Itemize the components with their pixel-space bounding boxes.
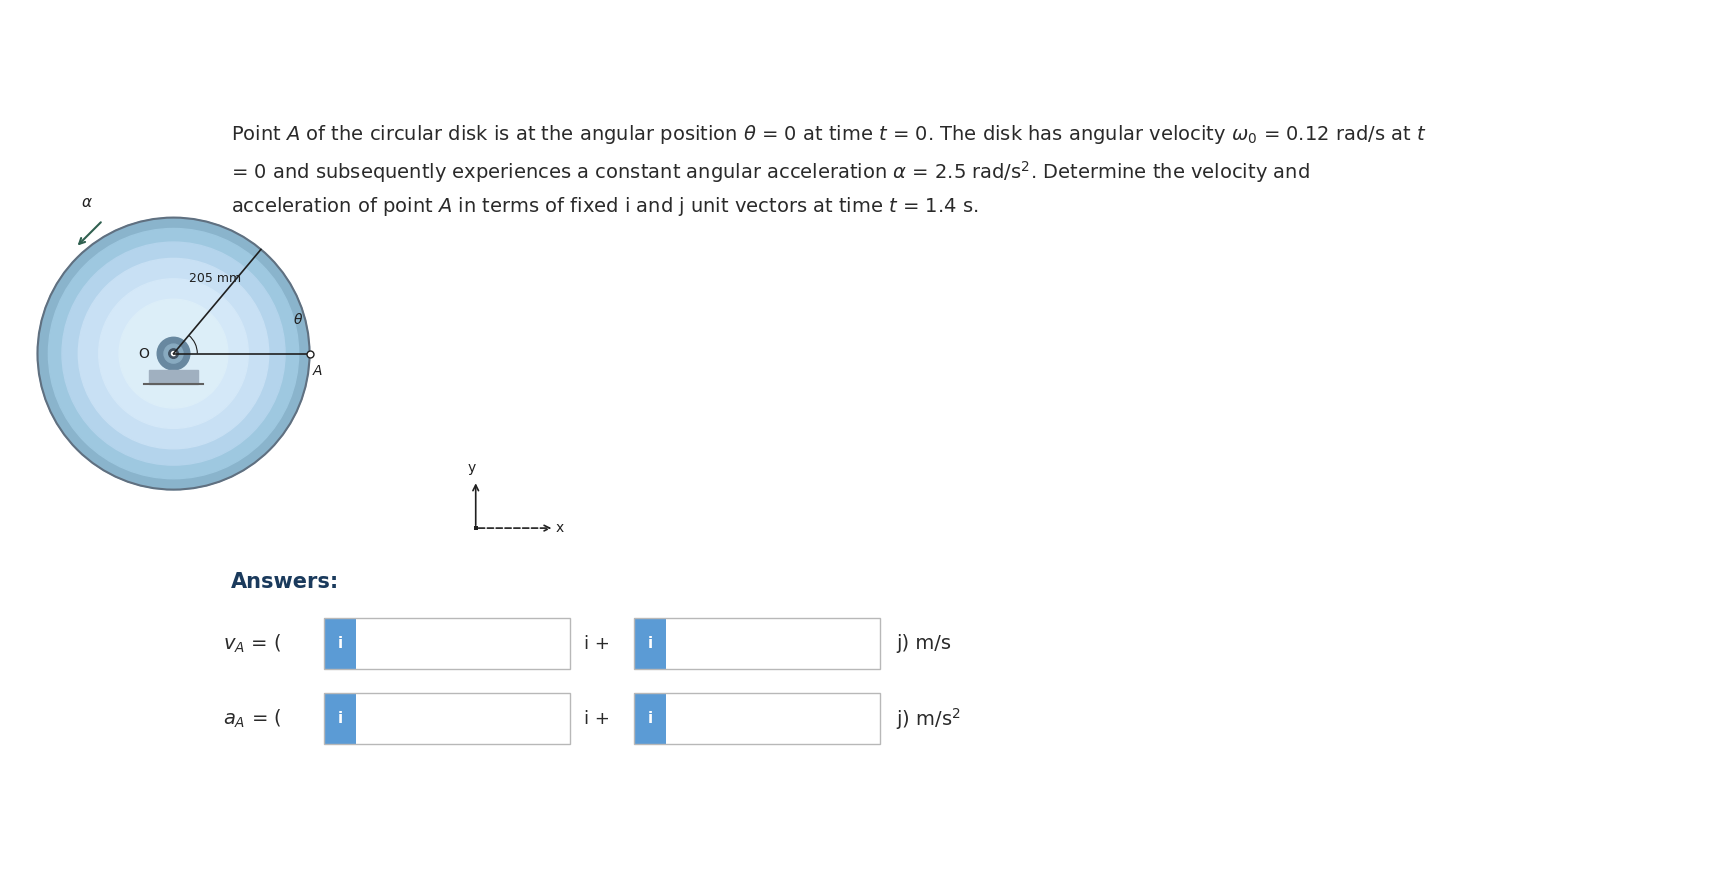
Circle shape [168, 349, 179, 358]
Circle shape [98, 278, 249, 429]
Circle shape [163, 344, 184, 363]
Text: i: i [648, 712, 653, 726]
Circle shape [48, 228, 299, 479]
Text: i: i [648, 636, 653, 652]
Text: Answers:: Answers: [230, 572, 338, 592]
Circle shape [158, 338, 189, 370]
Text: Point $A$ of the circular disk is at the angular position $\theta$ = 0 at time $: Point $A$ of the circular disk is at the… [230, 123, 1426, 146]
Text: $a_A$ = (: $a_A$ = ( [223, 707, 282, 730]
FancyBboxPatch shape [356, 693, 570, 744]
Text: i: i [337, 636, 342, 652]
Text: O: O [137, 347, 149, 361]
Text: y: y [467, 461, 476, 476]
Circle shape [119, 299, 228, 408]
Text: $\alpha$: $\alpha$ [81, 194, 93, 210]
Text: j) m/s$^2$: j) m/s$^2$ [897, 705, 960, 732]
Text: acceleration of point $A$ in terms of fixed i and j unit vectors at time $t$ = 1: acceleration of point $A$ in terms of fi… [230, 195, 978, 218]
FancyBboxPatch shape [356, 618, 570, 669]
FancyBboxPatch shape [325, 693, 356, 744]
Circle shape [79, 258, 268, 449]
FancyBboxPatch shape [634, 618, 667, 669]
Text: i: i [337, 712, 342, 726]
Text: j) m/s: j) m/s [897, 635, 952, 653]
FancyBboxPatch shape [667, 618, 880, 669]
Text: x: x [555, 521, 564, 535]
Circle shape [38, 217, 309, 490]
Text: $A$: $A$ [313, 364, 323, 378]
Text: i +: i + [584, 710, 610, 728]
FancyBboxPatch shape [634, 693, 667, 744]
FancyBboxPatch shape [325, 618, 356, 669]
Text: = 0 and subsequently experiences a constant angular acceleration $\alpha$ = 2.5 : = 0 and subsequently experiences a const… [230, 159, 1309, 185]
Circle shape [172, 352, 175, 355]
Text: $\theta$: $\theta$ [294, 312, 304, 327]
Text: 205 mm: 205 mm [189, 272, 241, 286]
Polygon shape [149, 370, 198, 384]
FancyBboxPatch shape [667, 693, 880, 744]
Text: $v_A$ = (: $v_A$ = ( [223, 633, 280, 655]
Circle shape [62, 242, 285, 465]
Text: i +: i + [584, 635, 610, 652]
